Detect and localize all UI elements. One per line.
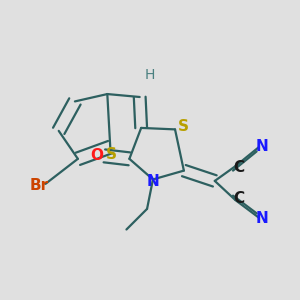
Text: N: N xyxy=(256,139,269,154)
Text: H: H xyxy=(145,68,155,82)
Text: O: O xyxy=(91,148,103,163)
Text: C: C xyxy=(233,191,244,206)
Text: S: S xyxy=(178,119,189,134)
Text: N: N xyxy=(147,174,159,189)
Text: Br: Br xyxy=(30,178,49,193)
Text: S: S xyxy=(106,147,117,162)
Text: N: N xyxy=(256,211,269,226)
Text: C: C xyxy=(233,160,244,175)
